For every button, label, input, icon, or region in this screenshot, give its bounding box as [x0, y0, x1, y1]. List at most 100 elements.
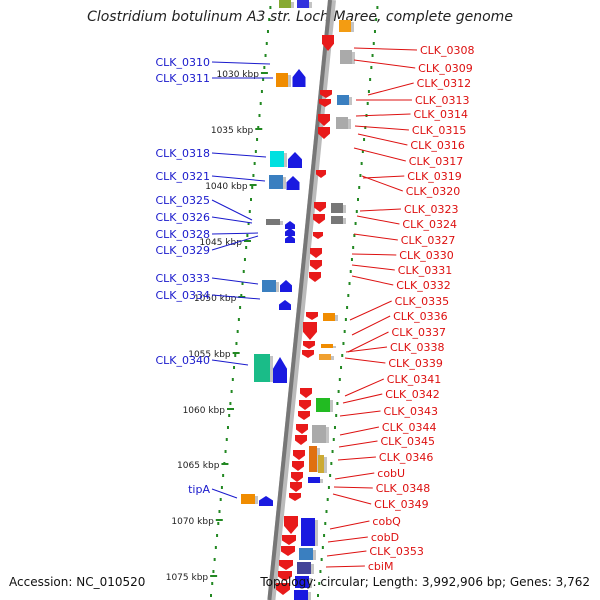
track-dot	[241, 282, 244, 285]
right-label-leader	[338, 440, 378, 448]
track-dot	[355, 210, 358, 213]
right-label-leader	[342, 393, 383, 404]
gene-label-CLK_0325: CLK_0325	[155, 194, 210, 207]
gene-arrow-down	[281, 546, 295, 556]
track-dot	[245, 246, 248, 249]
gene-label-CLK_0310: CLK_0310	[155, 56, 210, 69]
gene-label-CLK_0340: CLK_0340	[155, 354, 210, 367]
track-dot	[325, 510, 328, 513]
gene-arrow-down	[309, 272, 321, 282]
track-dot	[259, 102, 262, 105]
gene-block	[295, 576, 309, 588]
track-dot	[235, 342, 238, 345]
gene-arrow-down	[310, 260, 322, 270]
gene-label-CLK_0327: CLK_0327	[401, 234, 456, 247]
track-dot	[220, 486, 223, 489]
scale-label: 1045 kbp	[200, 238, 243, 248]
track-dot	[335, 414, 338, 417]
gene-label-CLK_0329: CLK_0329	[155, 244, 210, 257]
gene-arrow-up	[280, 280, 292, 292]
track-dot	[376, 6, 379, 9]
gene-label-cobQ: cobQ	[372, 515, 401, 528]
gene-label-CLK_0333: CLK_0333	[155, 272, 210, 285]
left-label-leader	[211, 488, 238, 499]
track-dot	[373, 30, 376, 33]
track-dot	[352, 246, 355, 249]
gene-arrow-down	[295, 435, 307, 445]
left-label-leader	[211, 235, 259, 251]
right-label-leader	[344, 378, 384, 397]
track-dot	[257, 126, 260, 129]
gene-arrow-down	[284, 516, 298, 534]
track-dot	[366, 102, 369, 105]
track-dot	[246, 234, 249, 237]
track-dot	[318, 582, 321, 585]
scale-label: 1055 kbp	[188, 350, 231, 360]
gene-label-CLK_0339: CLK_0339	[388, 357, 443, 370]
track-dot	[343, 330, 346, 333]
gene-label-CLK_0317: CLK_0317	[409, 155, 464, 168]
gene-block	[318, 455, 324, 473]
gene-block	[340, 50, 352, 64]
right-label-leader	[332, 493, 372, 505]
gene-block	[276, 73, 288, 87]
gene-label-cbiM: cbiM	[368, 560, 394, 573]
gene-arrow-down	[302, 350, 314, 358]
gene-block-shadow	[343, 218, 346, 224]
gene-arrow-down	[319, 99, 331, 107]
gene-label-CLK_0316: CLK_0316	[410, 139, 465, 152]
track-dot	[361, 150, 364, 153]
track-dot	[346, 306, 349, 309]
track-dot	[211, 582, 214, 585]
track-dot	[256, 138, 259, 141]
track-dot	[252, 174, 255, 177]
gene-label-CLK_0313: CLK_0313	[415, 94, 470, 107]
right-label-leader	[359, 208, 401, 212]
gene-block-shadow	[255, 496, 258, 504]
gene-label-CLK_0353: CLK_0353	[369, 545, 424, 558]
track-dot	[260, 90, 263, 93]
left-label-leader	[211, 61, 271, 65]
right-label-leader	[345, 346, 388, 353]
scale-label: 1035 kbp	[211, 126, 254, 136]
gene-block	[319, 354, 331, 360]
gene-block-shadow	[313, 550, 316, 560]
right-label-leader	[356, 215, 400, 225]
gene-block-shadow	[309, 578, 312, 588]
gene-label-cobD: cobD	[371, 531, 399, 544]
gene-label-tipA: tipA	[188, 483, 210, 496]
gene-block	[297, 562, 311, 574]
track-dot	[247, 222, 250, 225]
track-dot	[375, 18, 378, 21]
gene-label-CLK_0309: CLK_0309	[418, 62, 473, 75]
right-label-leader	[353, 147, 406, 162]
track-dot	[225, 438, 228, 441]
track-dot	[370, 66, 373, 69]
gene-label-CLK_0331: CLK_0331	[398, 264, 453, 277]
track-dot	[344, 318, 347, 321]
gene-arrow-down	[293, 450, 305, 460]
gene-block-shadow	[308, 592, 311, 600]
right-label-leader	[353, 233, 398, 241]
gene-label-CLK_0319: CLK_0319	[407, 170, 462, 183]
scale-label: 1030 kbp	[217, 70, 260, 80]
gene-block-shadow	[315, 520, 318, 546]
right-label-leader	[347, 331, 389, 353]
track-dot	[228, 414, 231, 417]
gene-block-shadow	[311, 564, 314, 574]
gene-arrow-down	[322, 35, 334, 51]
track-dot	[326, 498, 329, 501]
track-dot	[262, 78, 265, 81]
left-label-leader	[211, 199, 253, 221]
gene-features	[241, 0, 355, 600]
track-dot	[360, 162, 363, 165]
track-dot	[258, 114, 261, 117]
left-dot-track	[210, 6, 272, 597]
track-dot	[268, 18, 271, 21]
track-dot	[254, 150, 257, 153]
gene-label-CLK_0341: CLK_0341	[387, 373, 442, 386]
gene-arrow-down	[300, 388, 312, 398]
gene-label-CLK_0344: CLK_0344	[382, 421, 437, 434]
gene-arrow-down	[318, 127, 330, 139]
